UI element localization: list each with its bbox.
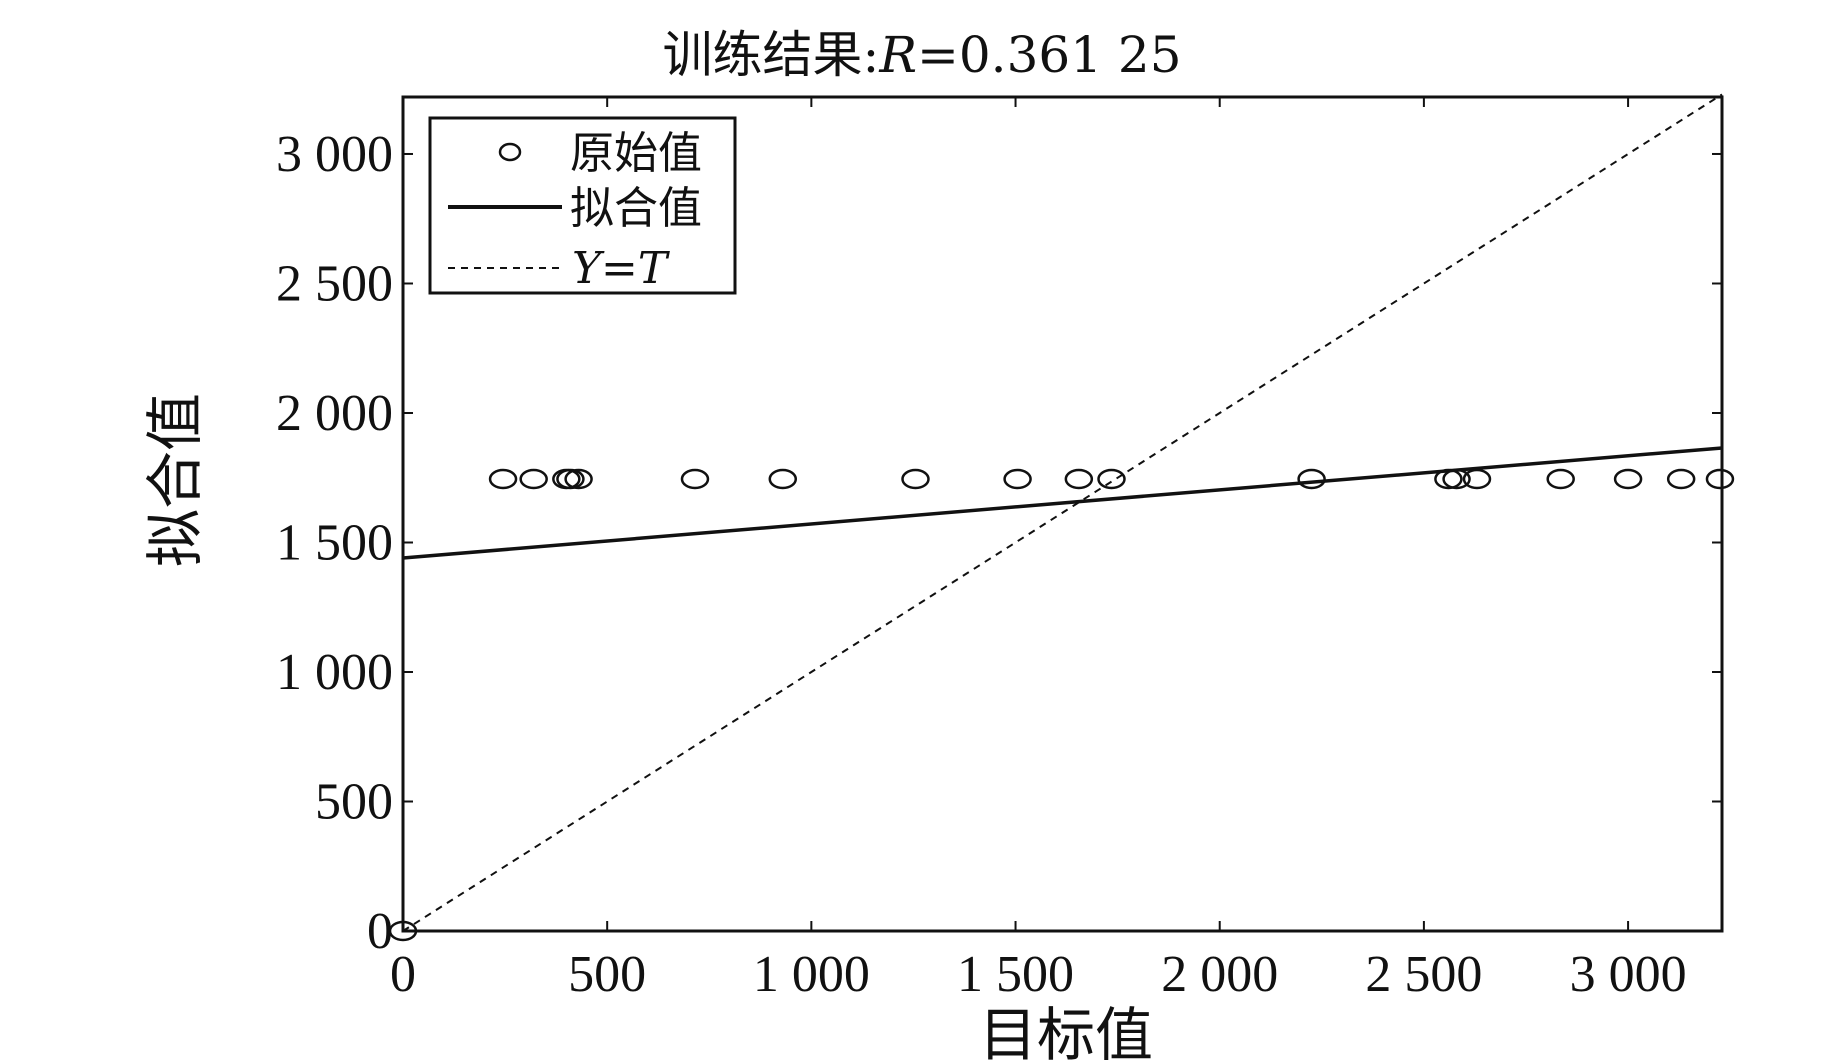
axis-ticks bbox=[402, 97, 1722, 932]
plot-frame bbox=[401, 95, 1724, 933]
chart-title-value: =0.361 25 bbox=[917, 26, 1182, 84]
x-tick-label: 2 000 bbox=[1161, 946, 1278, 1003]
chart-title-prefix: 训练结果: bbox=[662, 26, 879, 84]
axis-tick-labels: 0 500 1 000 1 500 2 000 2 500 3 000 0 500 1 000 1 … bbox=[276, 126, 1687, 1003]
original-value-point bbox=[1705, 468, 1735, 490]
original-value-point bbox=[519, 468, 548, 490]
original-value-point bbox=[1666, 468, 1696, 490]
original-value-point bbox=[488, 468, 518, 490]
original-value-point bbox=[768, 468, 798, 490]
original-value-point bbox=[1462, 468, 1492, 490]
x-tick-label: 1 000 bbox=[753, 946, 870, 1003]
y-tick-label: 1 500 bbox=[276, 514, 393, 571]
y-tick-label: 500 bbox=[315, 773, 393, 830]
chart-title-variable: R bbox=[878, 26, 917, 84]
original-value-point bbox=[1546, 468, 1575, 490]
x-tick-label: 3 000 bbox=[1570, 946, 1687, 1003]
legend-identity-eq: = bbox=[601, 243, 638, 294]
x-axis-title: 目标值 bbox=[979, 1001, 1153, 1063]
legend-marker-original bbox=[498, 142, 522, 162]
original-value-point bbox=[1613, 468, 1643, 490]
legend-identity-y: Y bbox=[572, 243, 605, 294]
original-value-point bbox=[564, 468, 593, 490]
y-tick-label: 3 000 bbox=[276, 126, 393, 183]
chart-title: 训练结果:R=0.361 25 bbox=[662, 26, 1181, 84]
legend: 原始值 拟合值 Y=T bbox=[428, 116, 737, 295]
original-value-point bbox=[1434, 468, 1463, 490]
x-tick-label: 0 bbox=[390, 946, 416, 1003]
identity-line bbox=[402, 93, 1723, 932]
y-tick-label: 2 500 bbox=[276, 255, 393, 312]
legend-label-original: 原始值 bbox=[570, 128, 702, 179]
original-value-point bbox=[1442, 468, 1471, 490]
x-tick-label: 2 500 bbox=[1365, 946, 1482, 1003]
original-value-point bbox=[1003, 468, 1032, 490]
y-tick-label: 0 bbox=[367, 903, 393, 960]
original-value-point bbox=[1297, 468, 1326, 490]
original-value-point bbox=[901, 468, 930, 490]
series-lines bbox=[402, 93, 1723, 932]
original-value-point bbox=[680, 468, 710, 490]
y-axis-title: 拟合值 bbox=[141, 393, 209, 567]
y-tick-label: 2 000 bbox=[276, 385, 393, 442]
legend-label-identity: Y=T bbox=[572, 243, 671, 294]
x-tick-label: 500 bbox=[568, 946, 646, 1003]
legend-label-fitted: 拟合值 bbox=[570, 183, 702, 234]
original-value-point bbox=[1097, 468, 1126, 490]
y-tick-label: 1 000 bbox=[276, 644, 393, 701]
original-value-markers bbox=[388, 468, 1735, 942]
original-value-point bbox=[556, 468, 585, 490]
original-value-point bbox=[1064, 468, 1094, 490]
x-tick-label: 1 500 bbox=[957, 946, 1074, 1003]
fitted-value-line bbox=[402, 446, 1723, 560]
legend-identity-t: T bbox=[638, 243, 671, 294]
